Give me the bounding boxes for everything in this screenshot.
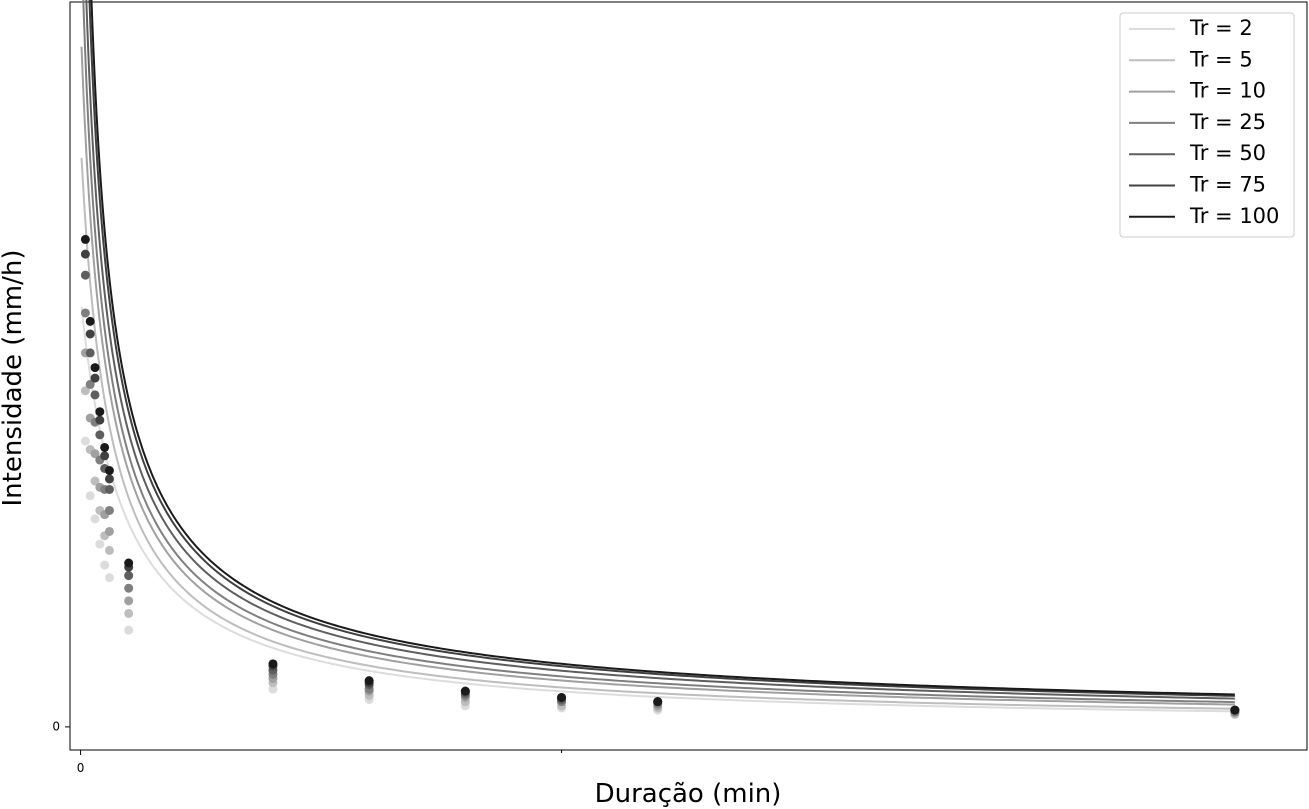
- data-point-tr-25: [80, 308, 90, 318]
- legend-box: [1119, 12, 1295, 238]
- data-point-tr-100: [364, 676, 374, 686]
- data-point-tr-50: [90, 390, 100, 400]
- x-axis-title: Duração (min): [595, 779, 782, 809]
- data-point-tr-100: [95, 407, 105, 417]
- data-point-tr-100: [90, 363, 100, 373]
- x-axis: 0: [77, 750, 563, 775]
- data-point-tr-100: [80, 234, 90, 244]
- data-point-tr-100: [460, 686, 470, 696]
- legend-label: Tr = 75: [1189, 173, 1266, 197]
- data-point-tr-100: [653, 697, 663, 707]
- data-point-tr-50: [104, 484, 114, 494]
- data-point-tr-50: [80, 270, 90, 280]
- data-point-tr-100: [557, 692, 567, 702]
- data-point-tr-5: [124, 608, 134, 618]
- data-point-tr-100: [1230, 705, 1240, 715]
- fitted-curves: [80, 0, 1235, 713]
- data-point-tr-25: [85, 379, 95, 389]
- data-point-tr-75: [80, 249, 90, 259]
- data-point-tr-75: [90, 373, 100, 383]
- data-point-tr-10: [104, 526, 114, 536]
- data-point-tr-2: [104, 573, 114, 583]
- curve-tr-100: [90, 0, 1235, 696]
- data-point-tr-100: [124, 558, 134, 568]
- legend-label: Tr = 25: [1189, 110, 1266, 134]
- legend-label: Tr = 2: [1189, 16, 1253, 40]
- data-point-tr-50: [124, 571, 134, 581]
- legend-label: Tr = 100: [1189, 204, 1279, 228]
- data-point-tr-2: [268, 684, 278, 694]
- data-point-tr-100: [85, 316, 95, 326]
- data-point-tr-5: [104, 545, 114, 555]
- data-point-tr-2: [85, 491, 95, 501]
- data-point-tr-2: [95, 539, 105, 549]
- x-tick-label: 0: [77, 761, 85, 775]
- curve-tr-50: [85, 0, 1235, 700]
- y-axis: 0: [52, 719, 70, 733]
- legend: Tr = 2 Tr = 5 Tr = 10 Tr = 25 Tr = 50 Tr = 75…: [1119, 12, 1295, 238]
- data-point-tr-75: [95, 415, 105, 425]
- data-point-tr-2: [80, 436, 90, 446]
- legend-label: Tr = 10: [1189, 79, 1266, 103]
- legend-items: Tr = 2 Tr = 5 Tr = 10 Tr = 25 Tr = 50 Tr = 75…: [1129, 16, 1279, 228]
- legend-label: Tr = 50: [1189, 141, 1266, 165]
- data-point-tr-5: [80, 386, 90, 396]
- data-point-tr-75: [85, 329, 95, 339]
- data-point-tr-5: [90, 476, 100, 486]
- observed-points: [80, 234, 1240, 719]
- y-axis-title: Intensidade (mm/h): [0, 250, 28, 507]
- legend-label: Tr = 5: [1189, 47, 1253, 71]
- data-point-tr-50: [85, 348, 95, 358]
- curve-tr-10: [80, 46, 1235, 706]
- data-point-tr-10: [124, 596, 134, 606]
- curve-tr-5: [80, 157, 1235, 710]
- data-point-tr-2: [124, 625, 134, 635]
- data-point-tr-25: [124, 583, 134, 593]
- curve-tr-25: [82, 0, 1235, 704]
- curve-tr-75: [88, 0, 1235, 697]
- data-point-tr-50: [95, 430, 105, 440]
- data-point-tr-2: [90, 514, 100, 524]
- y-tick-label: 0: [52, 719, 60, 733]
- data-point-tr-25: [104, 505, 114, 515]
- data-point-tr-2: [100, 560, 110, 570]
- data-point-tr-75: [104, 474, 114, 484]
- data-point-tr-75: [100, 451, 110, 461]
- data-point-tr-100: [268, 659, 278, 669]
- data-point-tr-100: [104, 466, 114, 476]
- data-point-tr-10: [90, 449, 100, 459]
- data-point-tr-100: [100, 442, 110, 452]
